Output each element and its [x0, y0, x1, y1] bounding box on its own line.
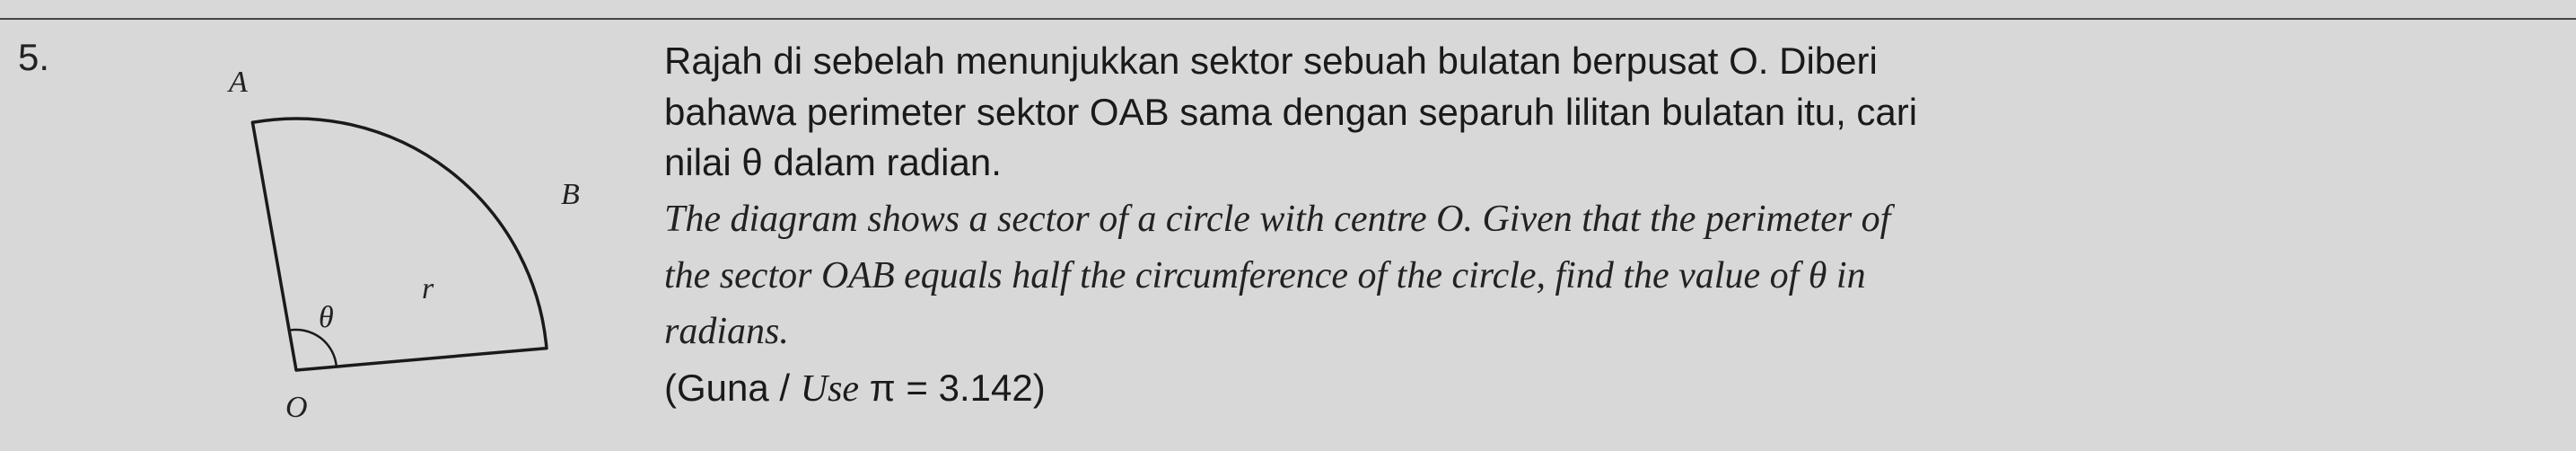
content-row: 5. A B Or θ Rajah di sebelah menunjukkan se…: [0, 20, 2576, 433]
question-text: Rajah di sebelah menunjukkan sektor sebu…: [628, 29, 2549, 433]
use-line: (Guna / Use π = 3.142): [664, 363, 2549, 415]
diagram-label-r: r: [422, 272, 434, 305]
use-italic: Use: [801, 368, 859, 410]
sector-outline: [252, 119, 547, 370]
sector-diagram: A B Or θ: [90, 29, 628, 433]
malay-line-3: nilai θ dalam radian.: [664, 137, 2549, 189]
english-line-1: The diagram shows a sector of a circle w…: [664, 194, 2549, 245]
diagram-label-B: B: [561, 178, 580, 211]
english-line-3: radians.: [664, 306, 2549, 358]
malay-line-2: bahawa perimeter sektor OAB sama dengan …: [664, 87, 2549, 138]
diagram-label-O: O: [285, 391, 308, 424]
sector-svg: A B Or θ: [90, 38, 628, 433]
diagram-label-theta: θ: [319, 301, 334, 334]
question-number: 5.: [18, 29, 90, 433]
malay-line-1: Rajah di sebelah menunjukkan sektor sebu…: [664, 36, 2549, 87]
use-value: π = 3.142): [859, 367, 1046, 409]
page-container: 5. A B Or θ Rajah di sebelah menunjukkan se…: [0, 0, 2576, 451]
english-line-2: the sector OAB equals half the circumfer…: [664, 251, 2549, 302]
use-prefix: (Guna /: [664, 367, 801, 409]
diagram-label-A: A: [227, 66, 248, 99]
angle-arc: [289, 330, 337, 367]
